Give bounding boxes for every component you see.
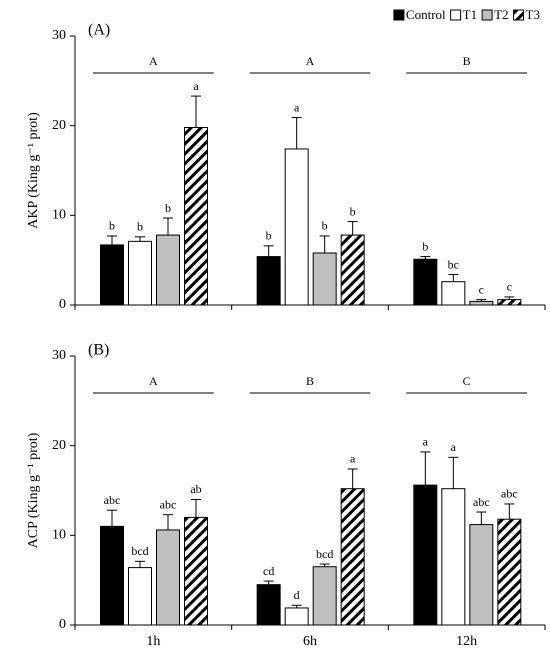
bar (340, 488, 365, 626)
significance-letter: b (109, 219, 115, 233)
bar (128, 567, 152, 626)
significance-letter: bc (448, 257, 459, 271)
bar (184, 126, 208, 306)
significance-letter: a (294, 100, 300, 114)
bar (312, 252, 337, 306)
y-tick-label: 10 (52, 208, 66, 223)
significance-letter: b (266, 229, 272, 243)
y-axis-label: AKP (King g⁻¹ prot) (26, 112, 41, 229)
significance-letter: b (165, 201, 171, 215)
bar (340, 234, 365, 306)
significance-letter: cd (263, 564, 274, 578)
bar (256, 256, 281, 306)
x-tick-label: 6h (303, 634, 317, 649)
bar (156, 529, 180, 626)
bar (497, 299, 522, 306)
bar (441, 488, 466, 626)
significance-letter: a (350, 452, 356, 466)
legend-label: T1 (463, 7, 477, 22)
significance-letter: c (507, 280, 512, 294)
significance-letter: c (479, 282, 484, 296)
bar (469, 524, 494, 626)
y-tick-label: 0 (59, 617, 66, 632)
panel-label: (A) (88, 22, 110, 39)
significance-letter: bcd (131, 544, 148, 558)
significance-letter: abc (160, 497, 177, 511)
group-letter: A (306, 54, 315, 68)
bar (156, 234, 180, 306)
group-letter: C (463, 374, 471, 388)
y-tick-label: 10 (52, 528, 66, 543)
y-tick-label: 30 (52, 28, 66, 43)
significance-letter: b (350, 204, 356, 218)
x-tick-label: 12h (456, 634, 477, 649)
significance-letter: ab (190, 482, 201, 496)
significance-letter: b (137, 220, 143, 234)
significance-letter: b (322, 219, 328, 233)
significance-letter: b (422, 239, 428, 253)
legend-swatch (481, 9, 493, 21)
significance-letter: a (193, 79, 199, 93)
bar (100, 525, 124, 626)
bar (100, 244, 124, 306)
significance-letter: d (294, 588, 300, 602)
significance-letter: bcd (316, 547, 333, 561)
bar (497, 518, 522, 626)
significance-letter: abc (104, 493, 121, 507)
bar (284, 607, 309, 626)
bar (128, 240, 152, 306)
group-letter: B (463, 54, 471, 68)
legend-label: T2 (494, 7, 508, 22)
y-tick-label: 30 (52, 348, 66, 363)
significance-letter: abc (501, 487, 518, 501)
group-letter: B (306, 374, 314, 388)
legend-swatch (513, 9, 525, 21)
group-letter: A (149, 374, 158, 388)
bar (312, 566, 337, 626)
significance-letter: a (451, 440, 457, 454)
bar (469, 300, 494, 306)
significance-letter: a (423, 435, 429, 449)
y-tick-label: 20 (52, 118, 66, 133)
bar (184, 516, 208, 626)
significance-letter: abc (473, 495, 490, 509)
y-axis-label: ACP (King g⁻¹ prot) (26, 432, 41, 548)
bar (256, 584, 281, 626)
x-tick-label: 1h (146, 634, 160, 649)
bar (441, 281, 466, 306)
group-letter: A (149, 54, 158, 68)
panel-label: (B) (88, 342, 109, 359)
y-tick-label: 0 (59, 297, 66, 312)
legend-label: T3 (526, 7, 540, 22)
bar (413, 258, 438, 306)
y-tick-label: 20 (52, 438, 66, 453)
legend-swatch (450, 9, 462, 21)
bar (284, 148, 309, 306)
bar (413, 484, 438, 626)
legend-label: Control (406, 7, 446, 22)
legend-swatch (393, 9, 405, 21)
